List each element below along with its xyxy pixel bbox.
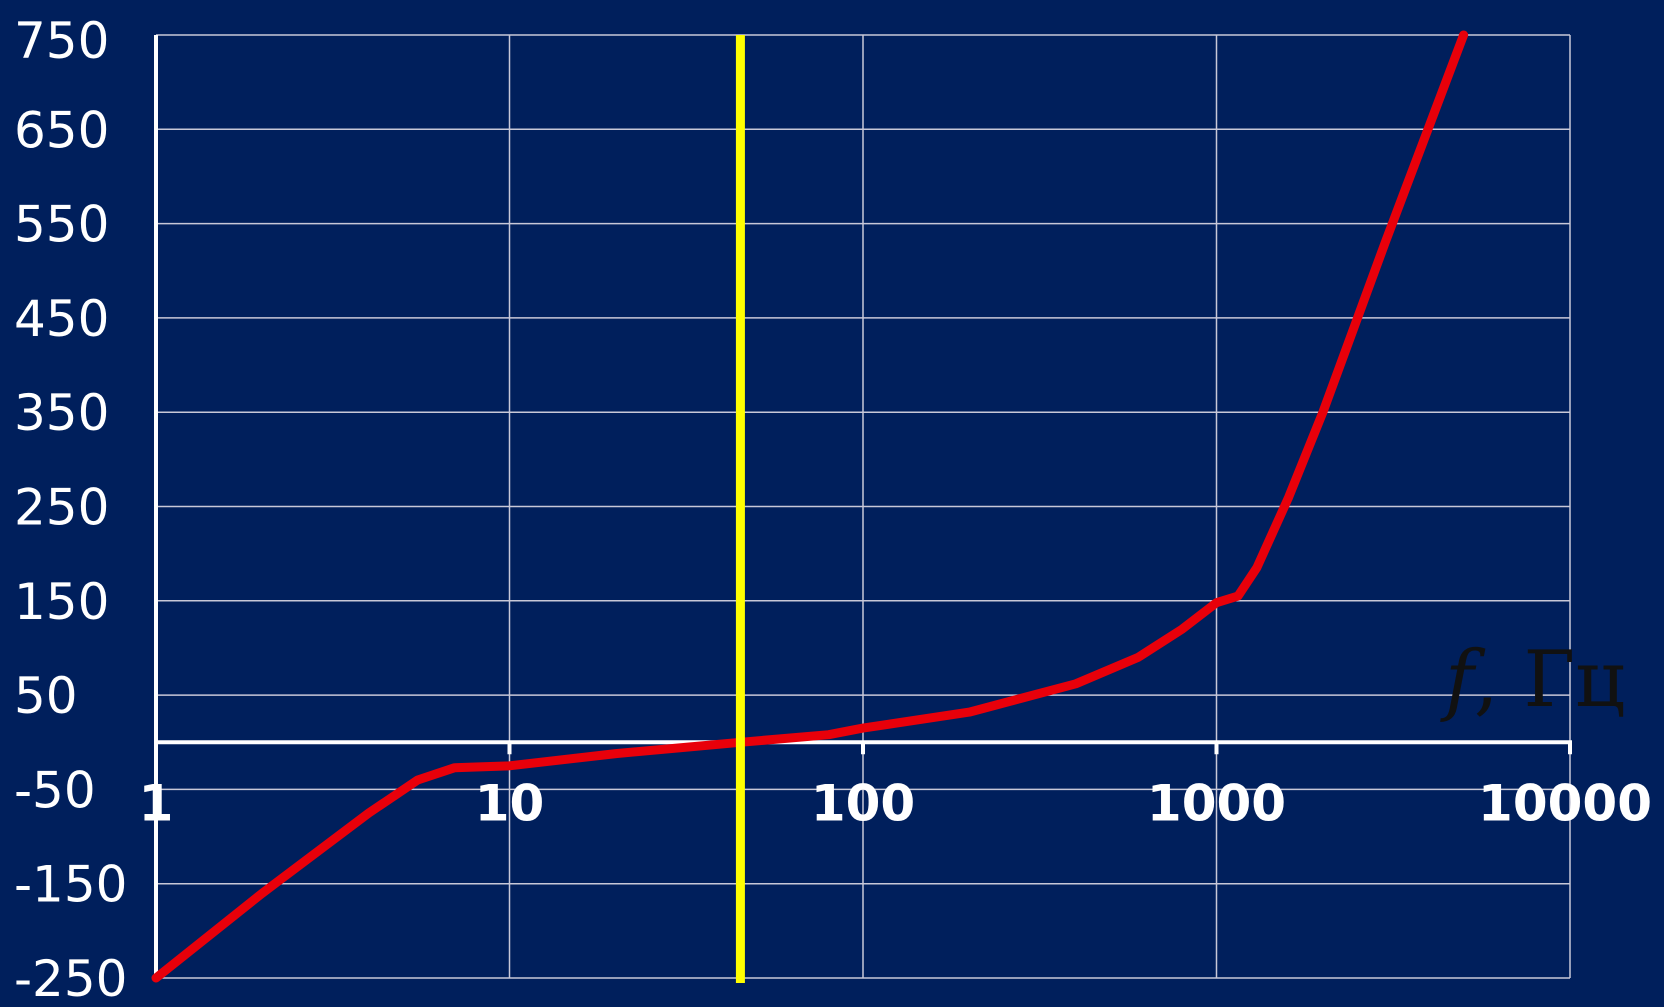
y-tick-label: 350 <box>14 384 109 442</box>
x-tick-label: 10 <box>475 774 545 832</box>
y-tick-label: 450 <box>14 290 109 348</box>
x-axis-label-unit: , Гц <box>1474 635 1625 725</box>
x-tick-label: 10000 <box>1478 774 1652 832</box>
x-tick-label: 100 <box>811 774 915 832</box>
tick-labels: 750 650 550 450 350 250 150 50 -50 -150 -250 1 10 100… <box>14 12 1652 1007</box>
y-tick-label: 50 <box>14 667 78 725</box>
y-tick-label: 550 <box>14 196 109 254</box>
y-tick-label: 150 <box>14 573 109 631</box>
y-tick-label: -50 <box>14 761 96 819</box>
y-tick-label: -150 <box>14 856 127 914</box>
axes <box>154 35 1572 978</box>
y-tick-label: -250 <box>14 950 127 1007</box>
y-tick-label: 650 <box>14 101 109 159</box>
series-line <box>151 30 1469 983</box>
x-axis-label: f, Гц <box>1440 635 1625 725</box>
y-tick-label: 250 <box>14 479 109 537</box>
series <box>151 30 1469 983</box>
x-tick-label: 1000 <box>1147 774 1286 832</box>
y-tick-label: 750 <box>14 12 109 70</box>
x-tick-label: 1 <box>139 774 174 832</box>
grid <box>155 34 1571 979</box>
